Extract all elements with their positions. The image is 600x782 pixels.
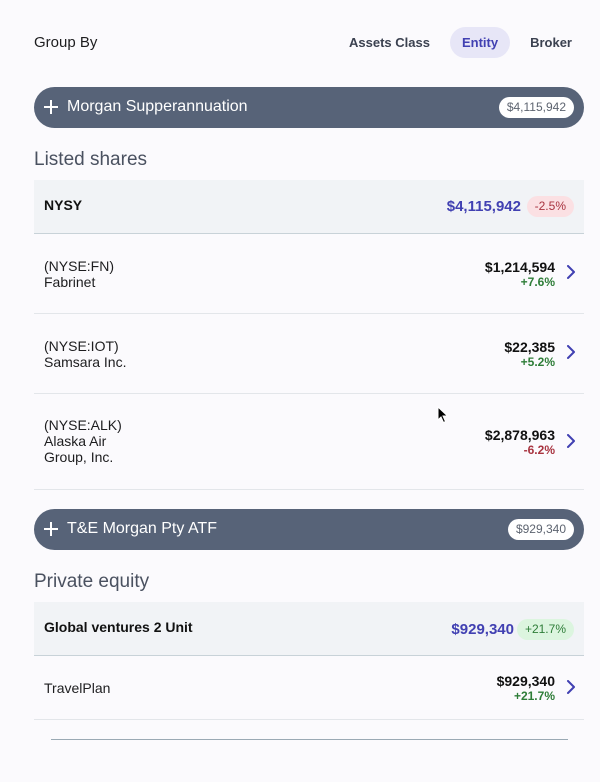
holding-change: +7.6% xyxy=(520,275,555,289)
group-by-tabs: Assets Class Entity Broker xyxy=(329,27,584,58)
holding-amount: $22,385 xyxy=(504,339,555,355)
holding-name: Alaska Air xyxy=(44,433,107,449)
group-change-badge: +21.7% xyxy=(516,619,574,640)
holding-name: TravelPlan xyxy=(44,680,111,696)
tab-broker[interactable]: Broker xyxy=(530,35,572,50)
mouse-cursor-icon xyxy=(437,406,449,424)
holding-row-alk[interactable]: (NYSE:ALK) Alaska Air Group, Inc. $2,878… xyxy=(34,394,584,490)
holding-name: Fabrinet xyxy=(44,274,96,290)
group-by-bar: Group By Assets Class Entity Broker xyxy=(34,27,584,59)
chevron-right-icon[interactable] xyxy=(564,265,578,279)
group-name: Global ventures 2 Unit xyxy=(44,619,193,635)
entity-bar-te-morgan[interactable]: T&E Morgan Pty ATF $929,340 xyxy=(34,509,584,550)
group-total: $929,340 xyxy=(451,621,514,638)
chevron-right-icon[interactable] xyxy=(564,345,578,359)
holding-ticker: (NYSE:IOT) xyxy=(44,338,119,354)
group-name: NYSY xyxy=(44,197,83,213)
holding-amount: $929,340 xyxy=(496,673,555,689)
holding-change: +21.7% xyxy=(513,689,555,703)
group-header-global-ventures: Global ventures 2 Unit $929,340 +21.7% xyxy=(34,602,584,656)
holding-change: -6.2% xyxy=(523,443,555,457)
holding-name-cont: Group, Inc. xyxy=(44,449,114,465)
holding-row-fn[interactable]: (NYSE:FN) Fabrinet $1,214,594 +7.6% xyxy=(34,234,584,314)
plus-icon xyxy=(44,100,58,114)
holding-row-travelplan[interactable]: TravelPlan $929,340 +21.7% xyxy=(34,656,584,720)
holding-amount: $2,878,963 xyxy=(484,427,555,443)
entity-name: T&E Morgan Pty ATF xyxy=(67,520,217,537)
group-total: $4,115,942 xyxy=(446,198,521,215)
entity-total-badge: $929,340 xyxy=(507,519,574,540)
holding-row-iot[interactable]: (NYSE:IOT) Samsara Inc. $22,385 +5.2% xyxy=(34,314,584,394)
entity-bar-morgan-supperannuation[interactable]: Morgan Supperannuation $4,115,942 xyxy=(34,87,584,128)
chevron-right-icon[interactable] xyxy=(564,680,578,694)
group-change-badge: -2.5% xyxy=(526,196,574,217)
group-header-nysy: NYSY $4,115,942 -2.5% xyxy=(34,180,584,234)
holding-label: TravelPlan xyxy=(44,680,110,696)
holding-change: +5.2% xyxy=(520,355,555,369)
holding-value: $929,340 +21.7% xyxy=(497,673,555,704)
group-by-label: Group By xyxy=(34,34,98,51)
tab-assets-class[interactable]: Assets Class xyxy=(349,35,430,50)
holding-value: $22,385 +5.2% xyxy=(504,339,555,370)
chevron-right-icon[interactable] xyxy=(564,434,578,448)
tab-entity[interactable]: Entity xyxy=(449,27,511,58)
holding-ticker: (NYSE:ALK) xyxy=(44,417,122,433)
holding-label: (NYSE:FN) Fabrinet xyxy=(44,258,114,290)
holding-value: $1,214,594 +7.6% xyxy=(485,259,555,290)
holding-label: (NYSE:IOT) Samsara Inc. xyxy=(44,338,126,370)
divider xyxy=(51,739,568,740)
holding-value: $2,878,963 -6.2% xyxy=(485,427,555,458)
entity-name: Morgan Supperannuation xyxy=(67,98,248,115)
holding-label: (NYSE:ALK) Alaska Air Group, Inc. xyxy=(44,417,122,465)
holding-ticker: (NYSE:FN) xyxy=(44,258,114,274)
entity-total-badge: $4,115,942 xyxy=(498,97,574,118)
holding-amount: $1,214,594 xyxy=(484,259,555,275)
section-title-private-equity: Private equity xyxy=(34,571,150,592)
plus-icon xyxy=(44,522,58,536)
holding-name: Samsara Inc. xyxy=(44,354,127,370)
section-title-listed-shares: Listed shares xyxy=(34,149,148,170)
